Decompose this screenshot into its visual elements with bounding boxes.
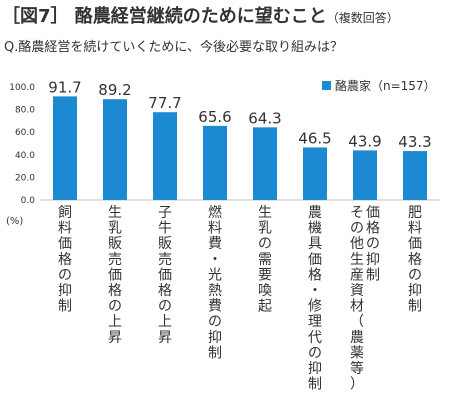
y-tick-label: 60.0 <box>15 128 35 138</box>
value-label: 89.2 <box>98 81 131 99</box>
category-label: 燃料費・光熱費の抑制 <box>208 204 222 361</box>
y-tick-label: 40.0 <box>15 151 35 161</box>
chart-question: Q.酪農経営を続けていくために、今後必要な取り組みは？ <box>4 40 343 55</box>
bar <box>253 127 277 200</box>
category-label: 子牛販売価格の上昇 <box>158 205 172 346</box>
y-axis-unit-label: (%) <box>6 216 23 227</box>
y-tick-label: 100.0 <box>9 83 35 93</box>
value-label: 46.5 <box>298 129 331 147</box>
chart-title: ［図7］ 酪農経営継続のために望むこと（複数回答） <box>2 2 399 28</box>
category-label: 価格の抑制 <box>366 205 380 283</box>
value-label: 43.9 <box>348 132 381 150</box>
bar <box>53 96 77 200</box>
category-label: その他生産資材（農薬等） <box>350 205 364 393</box>
bar <box>203 125 227 200</box>
value-label: 77.7 <box>148 94 181 112</box>
category-labels: 飼料価格の抑制 生乳販売価格の上昇 子牛販売価格の上昇 燃料費・光熱費の抑制 生乳の需要… <box>58 204 422 393</box>
value-label: 43.3 <box>398 133 431 151</box>
value-label: 64.3 <box>248 109 281 127</box>
category-label: 生乳の需要喚起 <box>258 205 272 315</box>
bar <box>153 112 177 200</box>
category-label: 肥料価格の抑制 <box>408 205 422 315</box>
y-tick-label: 80.0 <box>15 106 35 116</box>
legend-swatch <box>322 81 331 90</box>
bars <box>53 96 427 200</box>
category-label: 農機具価格・修理代の抑制 <box>308 205 322 393</box>
value-label: 91.7 <box>48 78 81 96</box>
category-label: 飼料価格の抑制 <box>58 205 72 315</box>
bar <box>353 150 377 200</box>
legend-label: 酪農家（n=157） <box>335 79 436 93</box>
bar <box>303 147 327 200</box>
value-label: 65.6 <box>198 108 231 126</box>
chart-title-note: （複数回答） <box>326 11 399 25</box>
value-labels: 91.7 89.2 77.7 65.6 64.3 46.5 43.9 43.3 <box>48 78 431 151</box>
bar <box>403 151 427 200</box>
y-tick-label: 0.0 <box>21 196 36 206</box>
bar <box>103 99 127 200</box>
legend: 酪農家（n=157） <box>322 77 436 94</box>
chart-title-text: ［図7］ 酪農経営継続のために望むこと <box>2 6 327 27</box>
y-tick-label: 20.0 <box>15 173 35 183</box>
category-label: 生乳販売価格の上昇 <box>108 205 122 346</box>
